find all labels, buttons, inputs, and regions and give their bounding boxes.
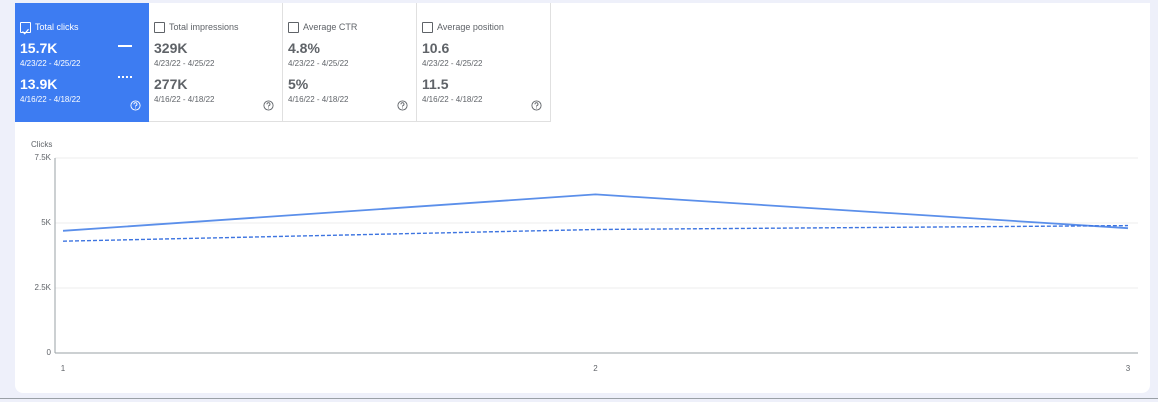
dashed-line-icon bbox=[118, 76, 132, 78]
series-line bbox=[62, 224, 1129, 242]
series-line bbox=[62, 193, 1129, 232]
current-range: 4/23/22 - 4/25/22 bbox=[422, 59, 483, 68]
help-icon[interactable] bbox=[263, 98, 274, 116]
metric-label: Average position bbox=[437, 22, 504, 32]
help-glyph bbox=[263, 100, 274, 111]
current-value: 4.8% bbox=[288, 40, 320, 56]
previous-range: 4/16/22 - 4/18/22 bbox=[20, 95, 81, 104]
x-tick-label: 1 bbox=[61, 364, 66, 373]
metric-card[interactable]: Average CTR 4.8% 4/23/22 - 4/25/22 5% 4/16/2… bbox=[283, 3, 417, 122]
divider bbox=[0, 398, 1158, 399]
current-range: 4/23/22 - 4/25/22 bbox=[154, 59, 215, 68]
current-value: 329K bbox=[154, 40, 188, 56]
previous-value: 5% bbox=[288, 76, 309, 92]
solid-line-icon bbox=[118, 45, 132, 47]
help-icon[interactable] bbox=[397, 98, 408, 116]
checkbox[interactable] bbox=[422, 22, 433, 33]
metric-label: Total impressions bbox=[169, 22, 239, 32]
current-range: 4/23/22 - 4/25/22 bbox=[288, 59, 349, 68]
help-icon[interactable] bbox=[531, 98, 542, 116]
previous-value: 13.9K bbox=[20, 76, 58, 92]
x-tick-label: 2 bbox=[593, 364, 598, 373]
x-tick-label: 3 bbox=[1126, 364, 1131, 373]
checkbox[interactable] bbox=[288, 22, 299, 33]
current-range: 4/23/22 - 4/25/22 bbox=[20, 59, 81, 68]
help-glyph bbox=[397, 100, 408, 111]
y-tick-label: 5K bbox=[41, 218, 51, 227]
previous-value: 11.5 bbox=[422, 76, 449, 92]
checkbox[interactable] bbox=[154, 22, 165, 33]
help-icon[interactable] bbox=[130, 98, 141, 116]
checkbox[interactable] bbox=[20, 22, 31, 35]
metric-card[interactable]: Total impressions 329K 4/23/22 - 4/25/22 27… bbox=[149, 3, 283, 122]
metric-label: Average CTR bbox=[303, 22, 358, 32]
y-axis-title: Clicks bbox=[31, 140, 52, 149]
performance-panel: Total clicks 15.7K 4/23/22 - 4/25/22 13.9K 4… bbox=[15, 3, 1150, 393]
y-tick-label: 2.5K bbox=[35, 283, 52, 292]
metric-card[interactable]: Average position 10.6 4/23/22 - 4/25/22 11.… bbox=[417, 3, 551, 122]
check-mark bbox=[22, 28, 29, 35]
metric-card[interactable]: Total clicks 15.7K 4/23/22 - 4/25/22 13.9K 4… bbox=[15, 3, 149, 122]
help-glyph bbox=[531, 100, 542, 111]
previous-value: 277K bbox=[154, 76, 188, 92]
previous-range: 4/16/22 - 4/18/22 bbox=[288, 95, 349, 104]
y-tick-label: 7.5K bbox=[35, 153, 52, 162]
current-value: 15.7K bbox=[20, 40, 58, 56]
previous-range: 4/16/22 - 4/18/22 bbox=[154, 95, 215, 104]
current-value: 10.6 bbox=[422, 40, 450, 56]
help-glyph bbox=[130, 100, 141, 111]
y-tick-label: 0 bbox=[47, 348, 52, 357]
metric-label: Total clicks bbox=[35, 22, 79, 32]
previous-range: 4/16/22 - 4/18/22 bbox=[422, 95, 483, 104]
